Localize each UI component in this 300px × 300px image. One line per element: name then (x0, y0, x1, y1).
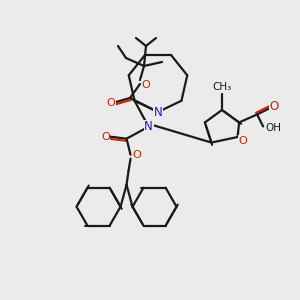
Text: CH₃: CH₃ (212, 82, 232, 92)
Text: O: O (106, 98, 116, 108)
Text: N: N (144, 120, 153, 133)
Text: O: O (142, 80, 150, 90)
Text: O: O (132, 150, 141, 160)
Text: N: N (144, 120, 153, 133)
Text: N: N (154, 106, 162, 118)
Text: O: O (101, 132, 110, 142)
Text: O: O (238, 136, 247, 146)
Text: N: N (154, 106, 162, 118)
Text: O: O (269, 100, 279, 113)
Text: OH: OH (265, 123, 281, 134)
